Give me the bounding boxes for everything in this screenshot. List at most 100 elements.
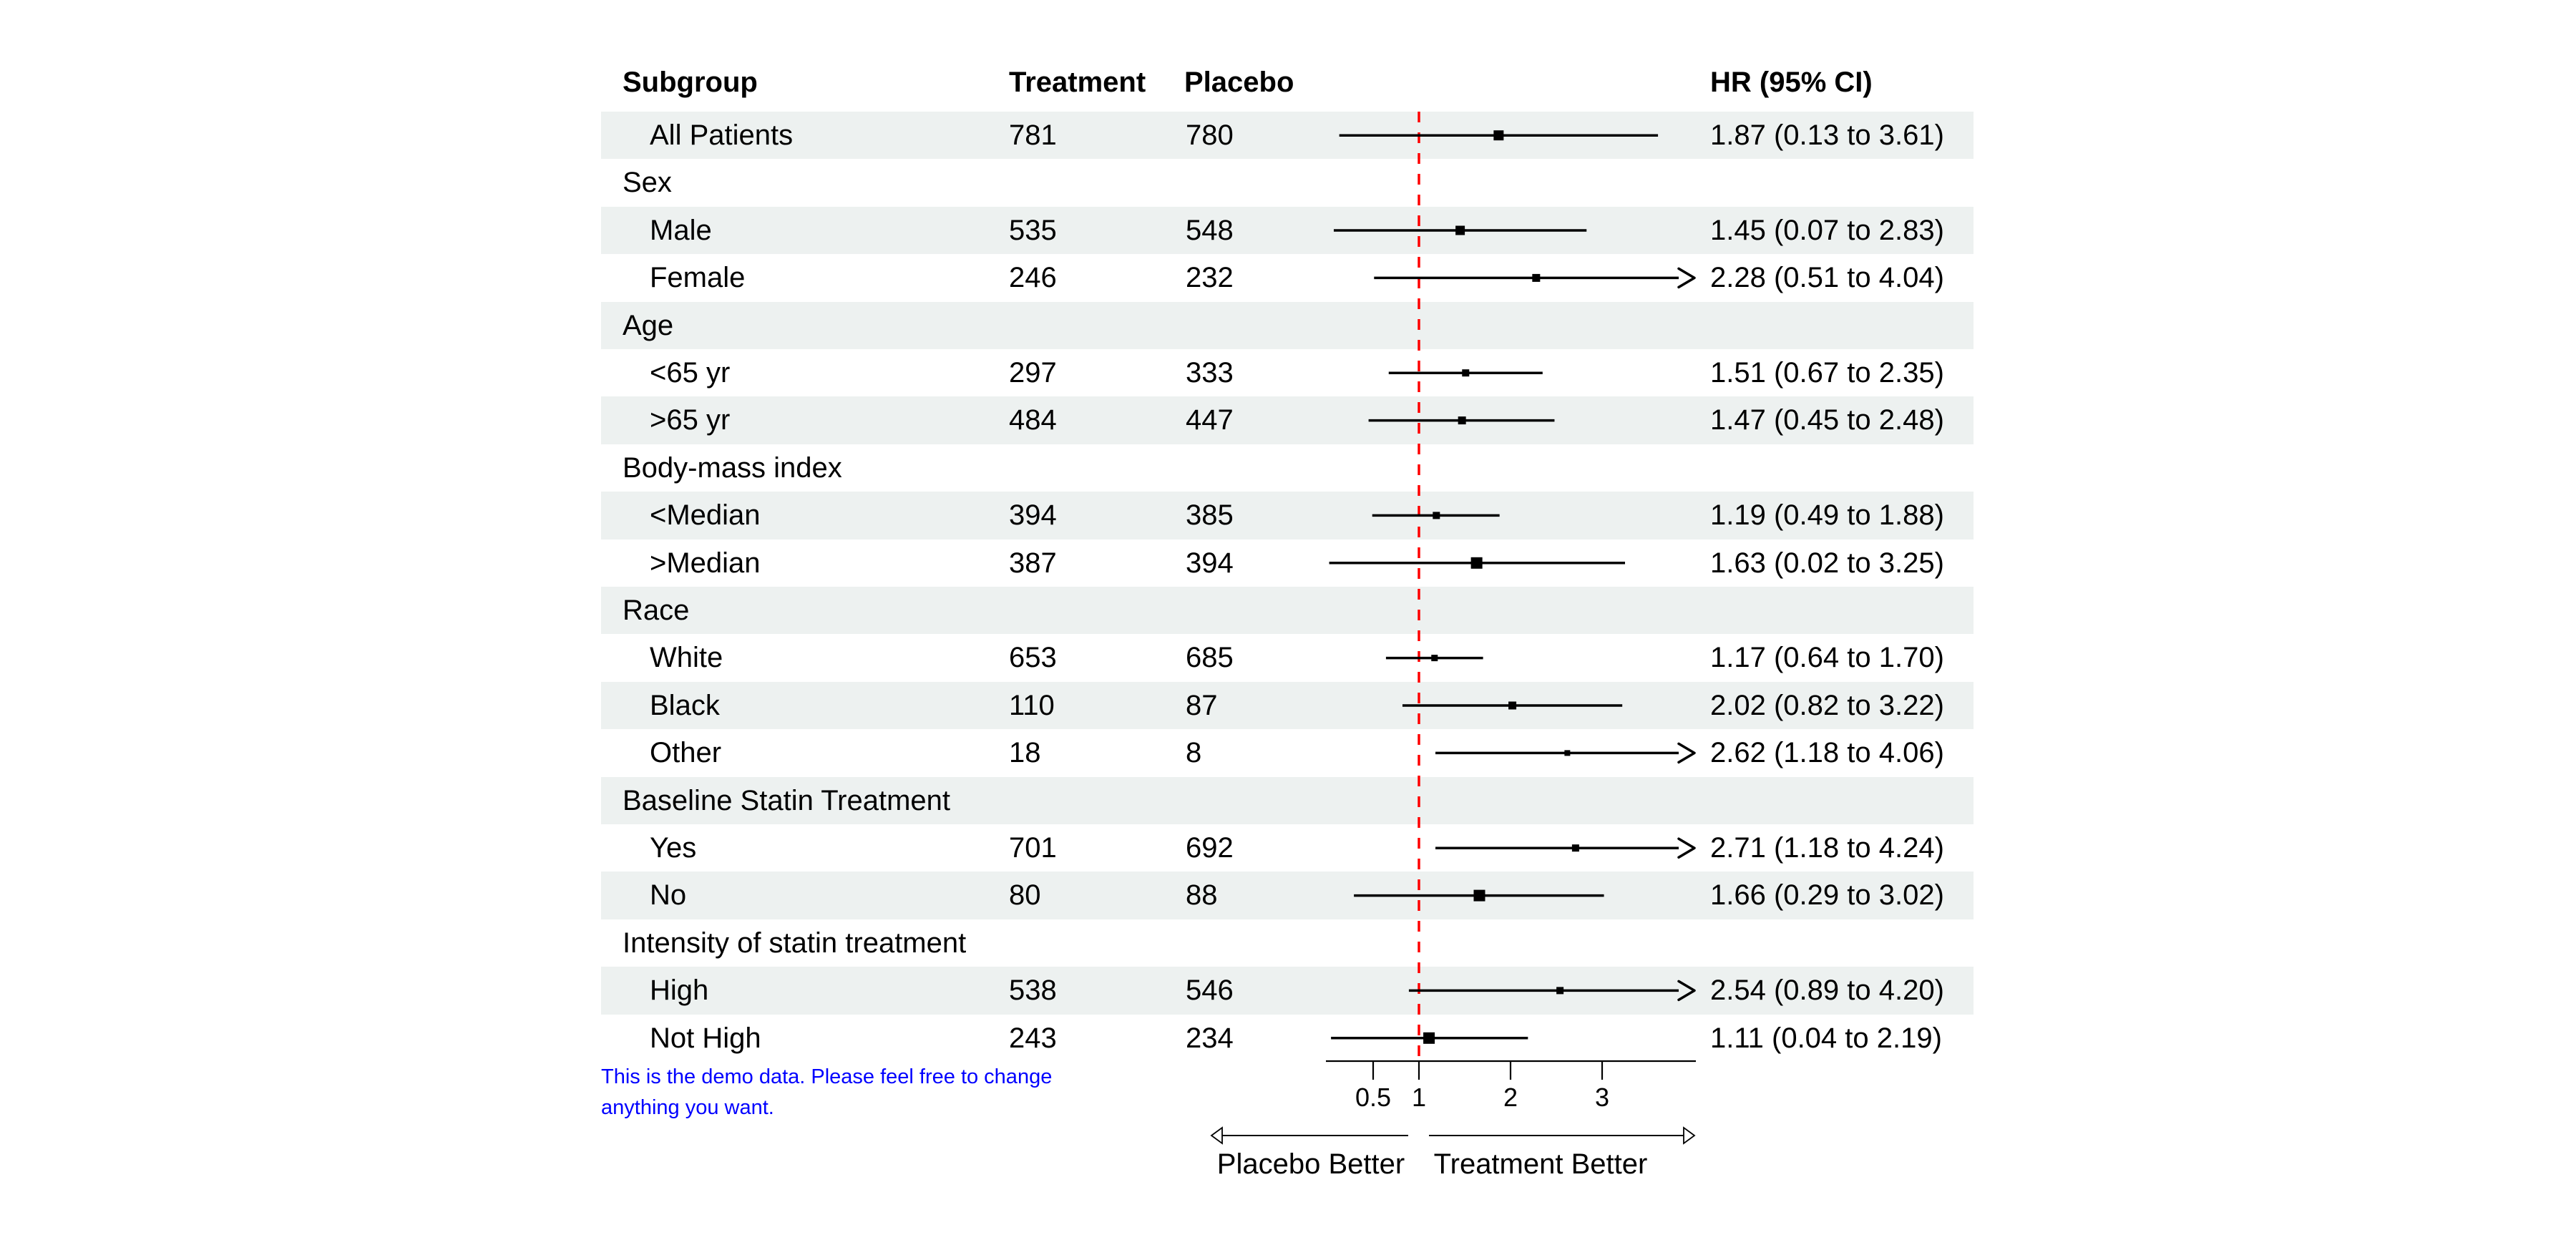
group-header-row: Race: [601, 587, 1974, 635]
subgroup-label: Other: [650, 737, 722, 769]
subgroup-label: Not High: [650, 1022, 761, 1054]
placebo-n-value: 234: [1186, 1022, 1234, 1054]
subgroup-row: <Median 394 385 1.19 (0.49 to 1.88): [601, 492, 1974, 540]
subgroup-label: White: [650, 642, 723, 674]
demo-data-note-line1: This is the demo data. Please feel free …: [601, 1065, 1053, 1088]
hr-ci-value: 1.17 (0.64 to 1.70): [1710, 642, 1944, 674]
subgroup-row: Other 18 8 2.62 (1.18 to 4.06): [601, 729, 1974, 776]
point-estimate-marker: [1473, 889, 1485, 902]
group-label: Age: [623, 309, 674, 341]
point-estimate-marker: [1462, 369, 1470, 377]
demo-data-note-line2: anything you want.: [601, 1096, 774, 1119]
subgroup-row: Not High 243 234 1.11 (0.04 to 2.19): [601, 1015, 1974, 1062]
point-estimate-marker: [1564, 750, 1571, 756]
subgroup-label: All Patients: [650, 119, 794, 151]
subgroup-row: Male 535 548 1.45 (0.07 to 2.83): [601, 206, 1974, 255]
treatment-n-value: 701: [1009, 832, 1057, 864]
subgroup-row: Yes 701 692 2.71 (1.18 to 4.24): [601, 824, 1974, 872]
column-header-placebo: Placebo: [1184, 67, 1294, 98]
point-estimate-marker: [1458, 416, 1466, 425]
group-header-row: Sex: [601, 159, 1974, 206]
subgroup-label: >65 yr: [650, 404, 731, 436]
treatment-n-value: 243: [1009, 1022, 1057, 1054]
subgroup-label: Black: [650, 689, 720, 721]
group-label: Race: [623, 595, 690, 626]
group-header-row: Age: [601, 301, 1974, 349]
placebo-better-label: Placebo Better: [1216, 1148, 1405, 1180]
hr-ci-value: 1.63 (0.02 to 3.25): [1710, 547, 1944, 579]
treatment-n-value: 535: [1009, 214, 1057, 246]
placebo-better-arrowhead-icon: [1210, 1126, 1223, 1145]
hr-ci-value: 2.54 (0.89 to 4.20): [1710, 975, 1944, 1007]
hr-ci-value: 2.71 (1.18 to 4.24): [1710, 832, 1944, 864]
placebo-n-value: 394: [1186, 547, 1234, 579]
ci-clip-arrow-icon: [1677, 267, 1696, 289]
hr-ci-value: 1.51 (0.67 to 2.35): [1710, 357, 1944, 389]
treatment-n-value: 394: [1009, 499, 1057, 532]
placebo-n-value: 8: [1186, 737, 1202, 769]
ci-clip-arrow-icon: [1677, 980, 1696, 1002]
hr-ci-value: 1.45 (0.07 to 2.83): [1710, 214, 1944, 246]
ci-clip-arrow-icon: [1677, 742, 1696, 764]
treatment-better-label: Treatment Better: [1433, 1148, 1648, 1180]
point-estimate-marker: [1508, 701, 1517, 710]
treatment-n-value: 110: [1009, 689, 1055, 721]
hr-ci-value: 2.02 (0.82 to 3.22): [1710, 689, 1944, 721]
subgroup-label: No: [650, 879, 687, 912]
group-label: Baseline Statin Treatment: [623, 784, 951, 816]
subgroup-row: All Patients 781 780 1.87 (0.13 to 3.61): [601, 112, 1974, 160]
subgroup-label: Female: [650, 262, 746, 294]
group-label: Sex: [623, 167, 672, 199]
hr-ci-value: 1.87 (0.13 to 3.61): [1710, 119, 1944, 151]
point-estimate-marker: [1431, 655, 1438, 662]
placebo-n-value: 87: [1186, 689, 1218, 721]
point-estimate-marker: [1493, 130, 1504, 141]
hr-ci-value: 2.28 (0.51 to 4.04): [1710, 262, 1944, 294]
x-axis-tick-label: 2: [1503, 1083, 1518, 1112]
treatment-n-value: 80: [1009, 879, 1041, 912]
subgroup-label: Yes: [650, 832, 697, 864]
treatment-n-value: 297: [1009, 357, 1057, 389]
treatment-n-value: 246: [1009, 262, 1057, 294]
hr-ci-value: 1.11 (0.04 to 2.19): [1710, 1022, 1942, 1054]
placebo-n-value: 685: [1186, 642, 1234, 674]
x-axis-tick-label: 1: [1411, 1083, 1427, 1112]
point-estimate-marker: [1433, 512, 1440, 519]
hr-ci-value: 2.62 (1.18 to 4.06): [1710, 737, 1944, 769]
treatment-n-value: 387: [1009, 547, 1057, 579]
group-header-row: Body-mass index: [601, 444, 1974, 492]
column-header-subgroup: Subgroup: [623, 67, 758, 98]
treatment-n-value: 781: [1009, 119, 1057, 151]
x-axis-tick-label: 0.5: [1355, 1083, 1392, 1112]
placebo-n-value: 385: [1186, 499, 1234, 532]
treatment-better-arrowhead-icon: [1683, 1126, 1696, 1145]
demo-data-note: This is the demo data. Please feel free …: [601, 1062, 1052, 1123]
placebo-n-value: 548: [1186, 214, 1234, 246]
subgroup-row: Female 246 232 2.28 (0.51 to 4.04): [601, 254, 1974, 301]
subgroup-row: No 80 88 1.66 (0.29 to 3.02): [601, 872, 1974, 919]
treatment-n-value: 484: [1009, 404, 1057, 436]
column-header-hr-ci: HR (95% CI): [1710, 67, 1873, 98]
point-estimate-marker: [1532, 273, 1541, 282]
column-header-treatment: Treatment: [1009, 67, 1146, 98]
subgroup-label: High: [650, 975, 709, 1007]
subgroup-row: Black 110 87 2.02 (0.82 to 3.22): [601, 681, 1974, 730]
group-label: Body-mass index: [623, 451, 842, 484]
ci-clip-arrow-icon: [1677, 837, 1696, 859]
placebo-n-value: 232: [1186, 262, 1234, 294]
group-header-row: Intensity of statin treatment: [601, 919, 1974, 967]
subgroup-row: White 653 685 1.17 (0.64 to 1.70): [601, 634, 1974, 681]
point-estimate-marker: [1470, 557, 1483, 569]
subgroup-row: >Median 387 394 1.63 (0.02 to 3.25): [601, 540, 1974, 587]
subgroup-row: High 538 546 2.54 (0.89 to 4.20): [601, 967, 1974, 1015]
group-label: Intensity of statin treatment: [623, 927, 967, 959]
hr-ci-value: 1.19 (0.49 to 1.88): [1710, 499, 1944, 532]
placebo-n-value: 546: [1186, 975, 1234, 1007]
treatment-n-value: 653: [1009, 642, 1057, 674]
placebo-n-value: 333: [1186, 357, 1234, 389]
group-header-row: Baseline Statin Treatment: [601, 776, 1974, 824]
placebo-n-value: 88: [1186, 879, 1218, 912]
treatment-n-value: 538: [1009, 975, 1057, 1007]
